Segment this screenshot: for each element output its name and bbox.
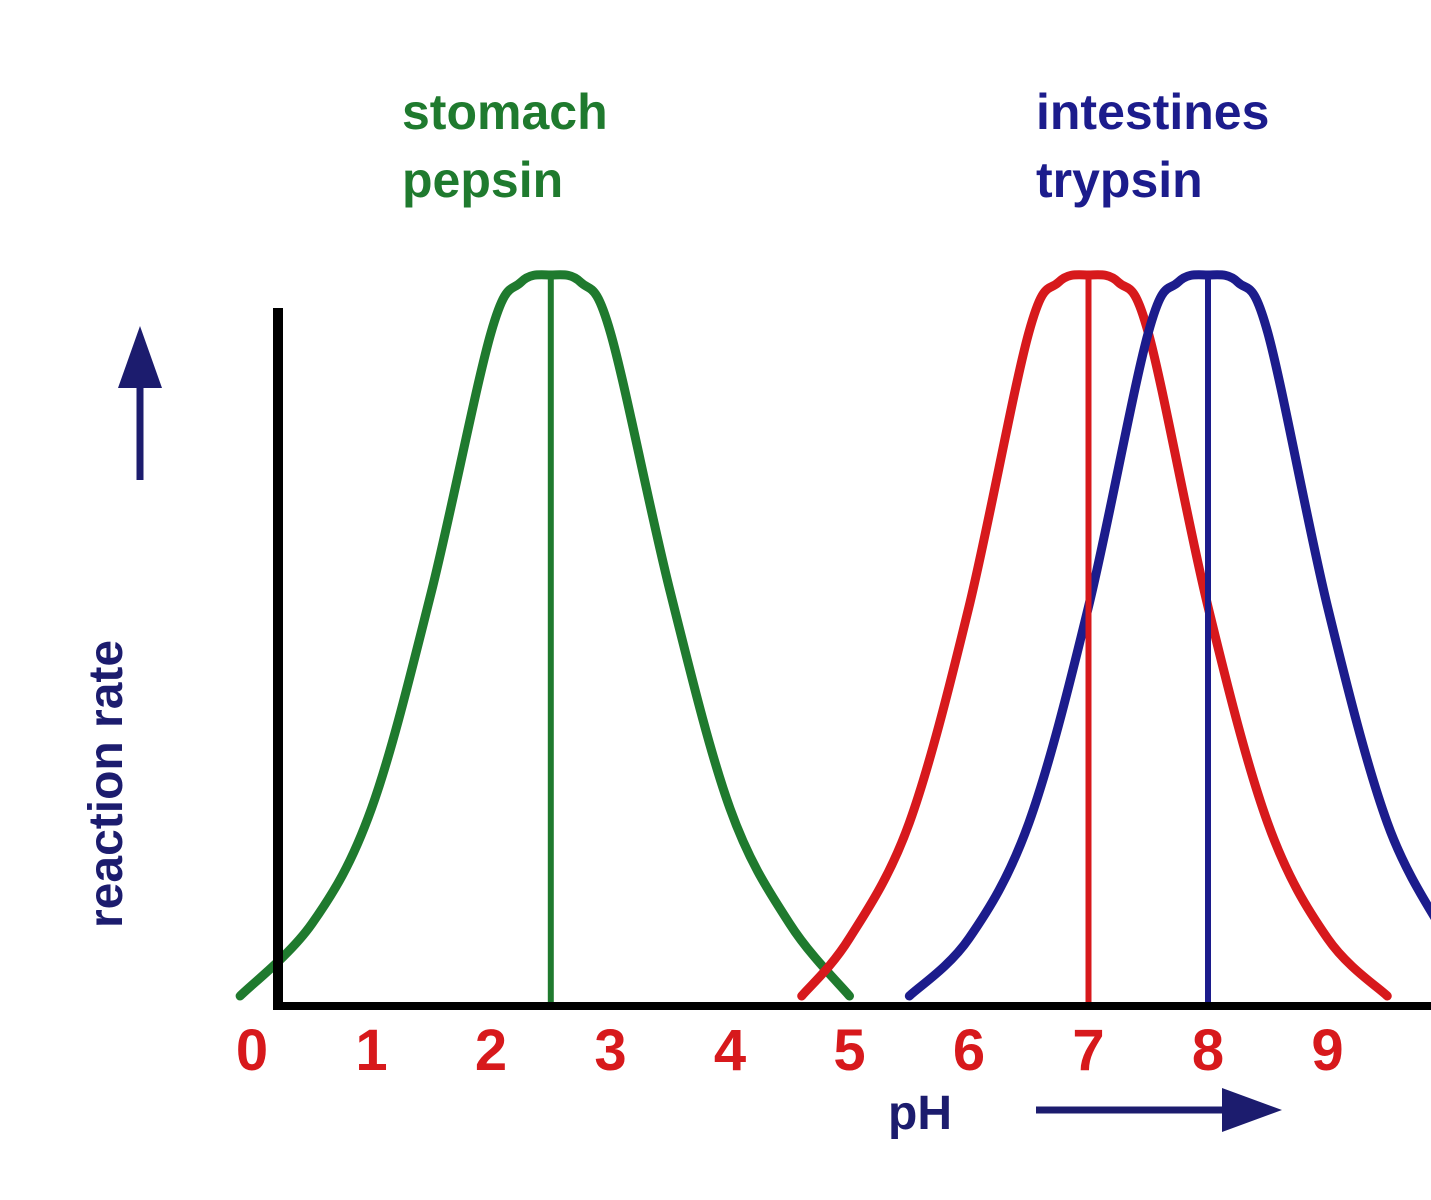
x-tick-label: 9 [1311,1018,1343,1083]
x-tick-labels: 0 1 2 3 4 5 6 7 8 9 [236,1018,1344,1083]
x-axis-label: pH [888,1087,952,1140]
y-axis-arrow-icon [118,326,162,480]
series-line-0 [235,270,854,1001]
curves-layer [235,270,1431,1001]
x-tick-label: 2 [475,1018,507,1083]
annotation-intestines: intestines [1036,84,1269,140]
annotation-pepsin: pepsin [402,152,563,208]
x-tick-label: 7 [1072,1018,1104,1083]
x-tick-label: 5 [833,1018,865,1083]
series-line-2 [904,270,1431,1001]
annotation-stomach: stomach [402,84,608,140]
annotation-trypsin: trypsin [1036,152,1203,208]
x-tick-label: 8 [1192,1018,1224,1083]
x-axis-arrow-icon [1036,1088,1282,1132]
y-axis-label: reaction rate [80,640,133,928]
x-tick-label: 1 [355,1018,387,1083]
x-tick-label: 3 [594,1018,626,1083]
x-tick-label: 4 [714,1018,746,1083]
x-tick-label: 6 [953,1018,985,1083]
x-tick-label: 0 [236,1018,268,1083]
series-line-1 [797,270,1392,1001]
peak-lines-layer [547,279,1211,1002]
